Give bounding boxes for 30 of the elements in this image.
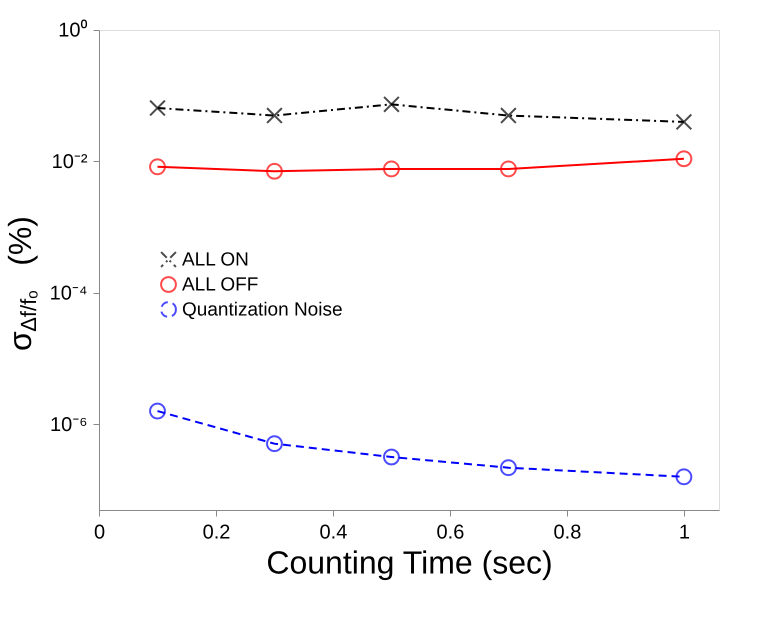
point xyxy=(383,96,400,113)
x-tick-label: 0.4 xyxy=(320,522,348,544)
y-tick-label: 10⁻⁶ xyxy=(50,414,88,436)
point xyxy=(383,448,400,466)
x-tick-label: 0 xyxy=(94,522,106,544)
point xyxy=(266,107,283,124)
y-tick-label: 10⁰ xyxy=(58,18,88,42)
legend-label: Quantization Noise xyxy=(182,300,343,320)
point xyxy=(675,468,692,486)
legend-label: ALL ON xyxy=(182,250,249,270)
y-tick-label: 10⁻⁴ xyxy=(50,282,88,304)
x-tick-label: 0.2 xyxy=(202,522,230,544)
point xyxy=(266,162,283,180)
point xyxy=(266,435,283,452)
x-axis-title: Counting Time (sec) xyxy=(266,544,553,580)
point xyxy=(149,158,166,176)
x-tick-label: 0.6 xyxy=(436,522,464,544)
point xyxy=(675,113,692,130)
point xyxy=(149,402,166,420)
legend-label: ALL OFF xyxy=(182,274,258,296)
point xyxy=(500,459,517,476)
point xyxy=(383,160,400,178)
point xyxy=(500,160,517,178)
y-tick-label: 10⁻² xyxy=(52,150,88,173)
point xyxy=(149,100,166,116)
x-tick-label: 1 xyxy=(678,522,690,544)
x-tick-label: 0.8 xyxy=(554,522,582,544)
point xyxy=(675,150,692,168)
y-axis-title: σΔf/fₒ (%) xyxy=(2,216,41,351)
point xyxy=(500,107,517,124)
